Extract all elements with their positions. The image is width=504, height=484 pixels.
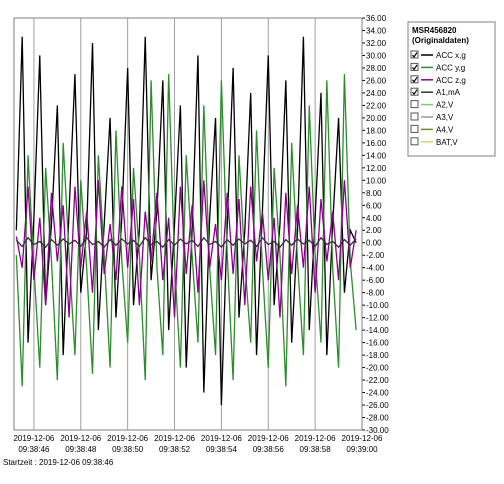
- y-tick-label: -22.00: [366, 376, 389, 385]
- y-tick-label: -26.00: [366, 401, 389, 410]
- y-tick-label: 14.00: [366, 151, 387, 160]
- y-tick-label: 26.00: [366, 76, 387, 85]
- x-tick-label: 2019-12-06 09:39:00: [342, 434, 383, 454]
- legend-checkbox: [410, 75, 419, 84]
- legend-checkbox: [410, 100, 419, 109]
- legend-title: MSR456820 (Originaldaten): [412, 26, 469, 45]
- y-tick-label: -18.00: [366, 351, 389, 360]
- plot-frame: [13, 17, 363, 431]
- y-tick-label: 8.00: [366, 189, 382, 198]
- legend-checkbox: [410, 124, 419, 133]
- legend-check: [412, 52, 418, 59]
- y-tick-label: -2.00: [366, 251, 385, 260]
- y-tick-label: -16.00: [366, 339, 389, 348]
- legend-checkbox: [410, 50, 419, 59]
- legend-label: ACC z,g: [436, 76, 466, 85]
- x-tick-label: 2019-12-06 09:38:50: [107, 434, 148, 454]
- plot-border: [13, 17, 363, 431]
- x-tick-label: 2019-12-06 09:38:58: [295, 434, 336, 454]
- y-tick-label: 10.00: [366, 176, 387, 185]
- y-tick-label: 28.00: [366, 64, 387, 73]
- x-tick-label: 2019-12-06 09:38:56: [248, 434, 289, 454]
- y-tick-label: -24.00: [366, 389, 389, 398]
- legend-checkbox: [410, 137, 419, 146]
- legend-label: A4,V: [436, 125, 454, 134]
- y-tick-label: 18.00: [366, 126, 387, 135]
- y-tick-label: -10.00: [366, 301, 389, 310]
- y-tick-label: 12.00: [366, 164, 387, 173]
- legend-label: A2,V: [436, 101, 454, 110]
- y-tick-label: -12.00: [366, 314, 389, 323]
- x-tick-label: 2019-12-06 09:38:48: [60, 434, 101, 454]
- legend-check: [412, 89, 418, 96]
- legend-checkbox: [410, 87, 419, 96]
- legend-checkbox: [410, 112, 419, 121]
- legend-check: [412, 64, 418, 71]
- y-tick-label: 32.00: [366, 39, 387, 48]
- y-tick-label: -30.00: [366, 426, 389, 435]
- y-tick-label: -14.00: [366, 326, 389, 335]
- y-tick-label: 24.00: [366, 89, 387, 98]
- y-tick-label: -28.00: [366, 414, 389, 423]
- legend-label: ACC x,g: [436, 51, 466, 60]
- legend-checkbox: [410, 62, 419, 71]
- x-tick-label: 2019-12-06 09:38:46: [13, 434, 54, 454]
- series-line: [15, 36, 357, 406]
- y-tick-label: -4.00: [366, 264, 385, 273]
- y-tick-label: -8.00: [366, 289, 385, 298]
- y-tick-label: 36.00: [366, 14, 387, 23]
- y-tick-label: 16.00: [366, 139, 387, 148]
- y-tick-label: -6.00: [366, 276, 385, 285]
- legend-label: BAT,V: [436, 138, 458, 147]
- series-line: [15, 236, 357, 249]
- series-line: [15, 74, 357, 387]
- y-tick-label: 22.00: [366, 101, 387, 110]
- y-tick-label: 30.00: [366, 51, 387, 60]
- legend-label: A1,mA: [436, 88, 461, 97]
- legend-box: [407, 21, 496, 157]
- y-tick-label: 6.00: [366, 201, 382, 210]
- y-tick-label: 2.00: [366, 226, 382, 235]
- series-line: [15, 180, 357, 318]
- x-tick-label: 2019-12-06 09:38:54: [201, 434, 242, 454]
- legend-label: A3,V: [436, 113, 454, 122]
- y-tick-label: 4.00: [366, 214, 382, 223]
- y-tick-label: 0.00: [366, 239, 382, 248]
- x-tick-label: 2019-12-06 09:38:52: [154, 434, 195, 454]
- legend-check: [412, 76, 418, 83]
- y-tick-label: -20.00: [366, 364, 389, 373]
- y-tick-label: 20.00: [366, 114, 387, 123]
- start-time: Startzeit : 2019-12-06 09:38:46: [3, 458, 114, 467]
- y-tick-label: 34.00: [366, 26, 387, 35]
- legend-label: ACC y,g: [436, 63, 465, 72]
